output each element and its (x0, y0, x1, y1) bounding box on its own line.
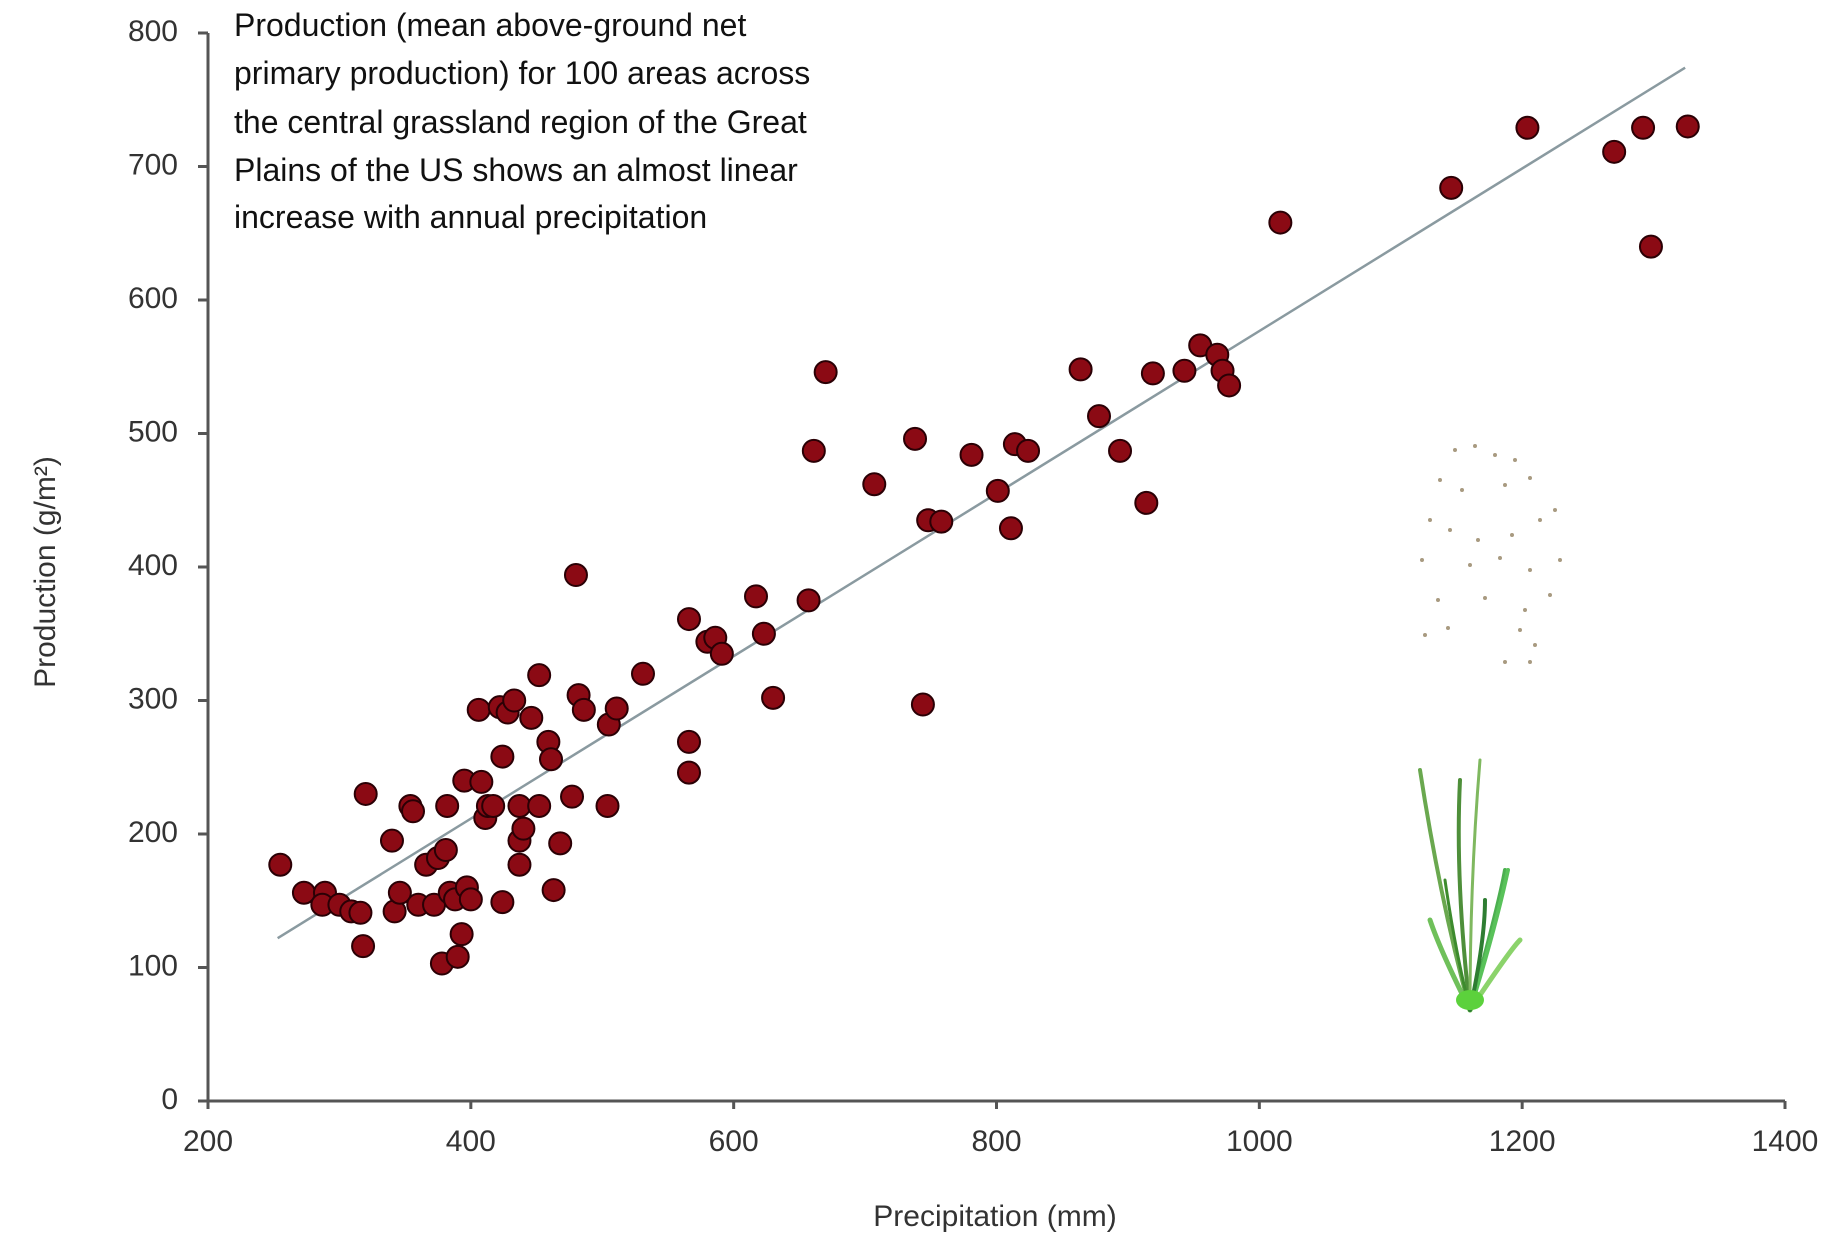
data-point (796, 588, 821, 613)
data-point (676, 729, 701, 754)
data-point (466, 697, 491, 722)
data-point (548, 831, 573, 856)
data-point (511, 816, 536, 841)
data-point (527, 793, 552, 818)
data-point (1016, 438, 1041, 463)
trend-line (276, 66, 1686, 940)
data-point (507, 852, 532, 877)
data-point (527, 663, 552, 688)
y-tick-label: 400 (128, 549, 178, 582)
data-point (676, 607, 701, 632)
annotation: primary production) for 100 areas across (234, 55, 810, 91)
data-point (1638, 234, 1663, 259)
data-point (401, 799, 426, 824)
data-point (1172, 358, 1197, 383)
data-point (1140, 361, 1165, 386)
data-point (862, 472, 887, 497)
data-point (348, 900, 373, 925)
x-tick-label: 600 (709, 1125, 759, 1158)
data-point (630, 661, 655, 686)
y-axis-title: Production (g/m²) (29, 456, 62, 688)
data-point (433, 838, 458, 863)
data-point (563, 563, 588, 588)
data-point (435, 793, 460, 818)
data-point (379, 828, 404, 853)
x-tick-label: 800 (971, 1125, 1021, 1158)
data-point (744, 584, 769, 609)
y-tick-label: 300 (128, 682, 178, 715)
data-point (1631, 115, 1656, 140)
y-tick-label: 800 (128, 15, 178, 48)
data-point (676, 760, 701, 785)
annotation: Production (mean above-ground net (234, 7, 746, 43)
y-tick-label: 100 (128, 949, 178, 982)
data-point (449, 922, 474, 947)
data-point (538, 747, 563, 772)
data-point (604, 696, 629, 721)
data-point (751, 621, 776, 646)
data-point (481, 793, 506, 818)
data-point (1675, 114, 1700, 139)
data-point (445, 944, 470, 969)
data-point (387, 880, 412, 905)
data-point (1268, 210, 1293, 235)
data-point (1087, 404, 1112, 429)
data-point (268, 852, 293, 877)
data-point (1134, 490, 1159, 515)
data-point (458, 887, 483, 912)
data-point (985, 478, 1010, 503)
data-point (469, 769, 494, 794)
data-point (813, 360, 838, 385)
data-point (1602, 139, 1627, 164)
data-point (353, 781, 378, 806)
x-tick-label: 1000 (1226, 1125, 1293, 1158)
data-point (519, 705, 544, 730)
y-tick-label: 700 (128, 148, 178, 181)
data-point (929, 509, 954, 534)
data-point (959, 442, 984, 467)
data-point (541, 878, 566, 903)
x-tick-label: 1400 (1752, 1125, 1819, 1158)
annotation: the central grassland region of the Grea… (234, 104, 807, 140)
grass-illustration (1418, 444, 1562, 1013)
x-tick-label: 200 (183, 1125, 233, 1158)
data-point (1108, 438, 1133, 463)
annotation: Plains of the US shows an almost linear (234, 152, 798, 188)
data-point (1515, 115, 1540, 140)
data-point (903, 426, 928, 451)
annotation: increase with annual precipitation (234, 199, 707, 235)
data-point (507, 793, 532, 818)
data-point (761, 685, 786, 710)
data-point (595, 793, 620, 818)
x-tick-label: 400 (446, 1125, 496, 1158)
data-point (571, 697, 596, 722)
data-point (1439, 175, 1464, 200)
data-point (351, 934, 376, 959)
data-point (502, 688, 527, 713)
x-axis-title: Precipitation (mm) (873, 1200, 1116, 1233)
data-point (560, 784, 585, 809)
data-point (1217, 373, 1242, 398)
data-point (490, 890, 515, 915)
data-point (801, 438, 826, 463)
data-point (998, 516, 1023, 541)
y-tick-label: 500 (128, 415, 178, 448)
data-point (709, 641, 734, 666)
y-tick-label: 0 (161, 1083, 178, 1116)
y-tick-label: 600 (128, 282, 178, 315)
x-tick-label: 1200 (1489, 1125, 1556, 1158)
data-point (1068, 357, 1093, 382)
y-tick-label: 200 (128, 816, 178, 849)
data-point (490, 744, 515, 769)
data-point (910, 692, 935, 717)
